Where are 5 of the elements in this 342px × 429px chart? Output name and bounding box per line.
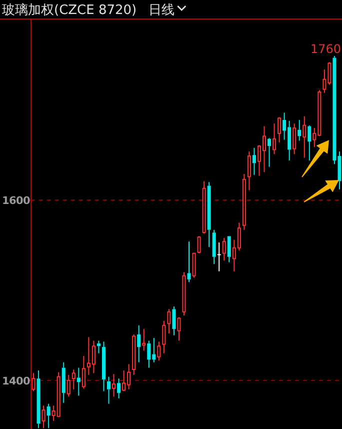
y-tick-label: 1400 — [2, 375, 30, 388]
y-tick-label: 1600 — [2, 195, 30, 208]
chart-subtitle: 日线 — [148, 3, 175, 18]
annotation: 1760 — [310, 42, 341, 56]
chart-title: 玻璃加权(CZCE 8720) — [2, 3, 137, 18]
